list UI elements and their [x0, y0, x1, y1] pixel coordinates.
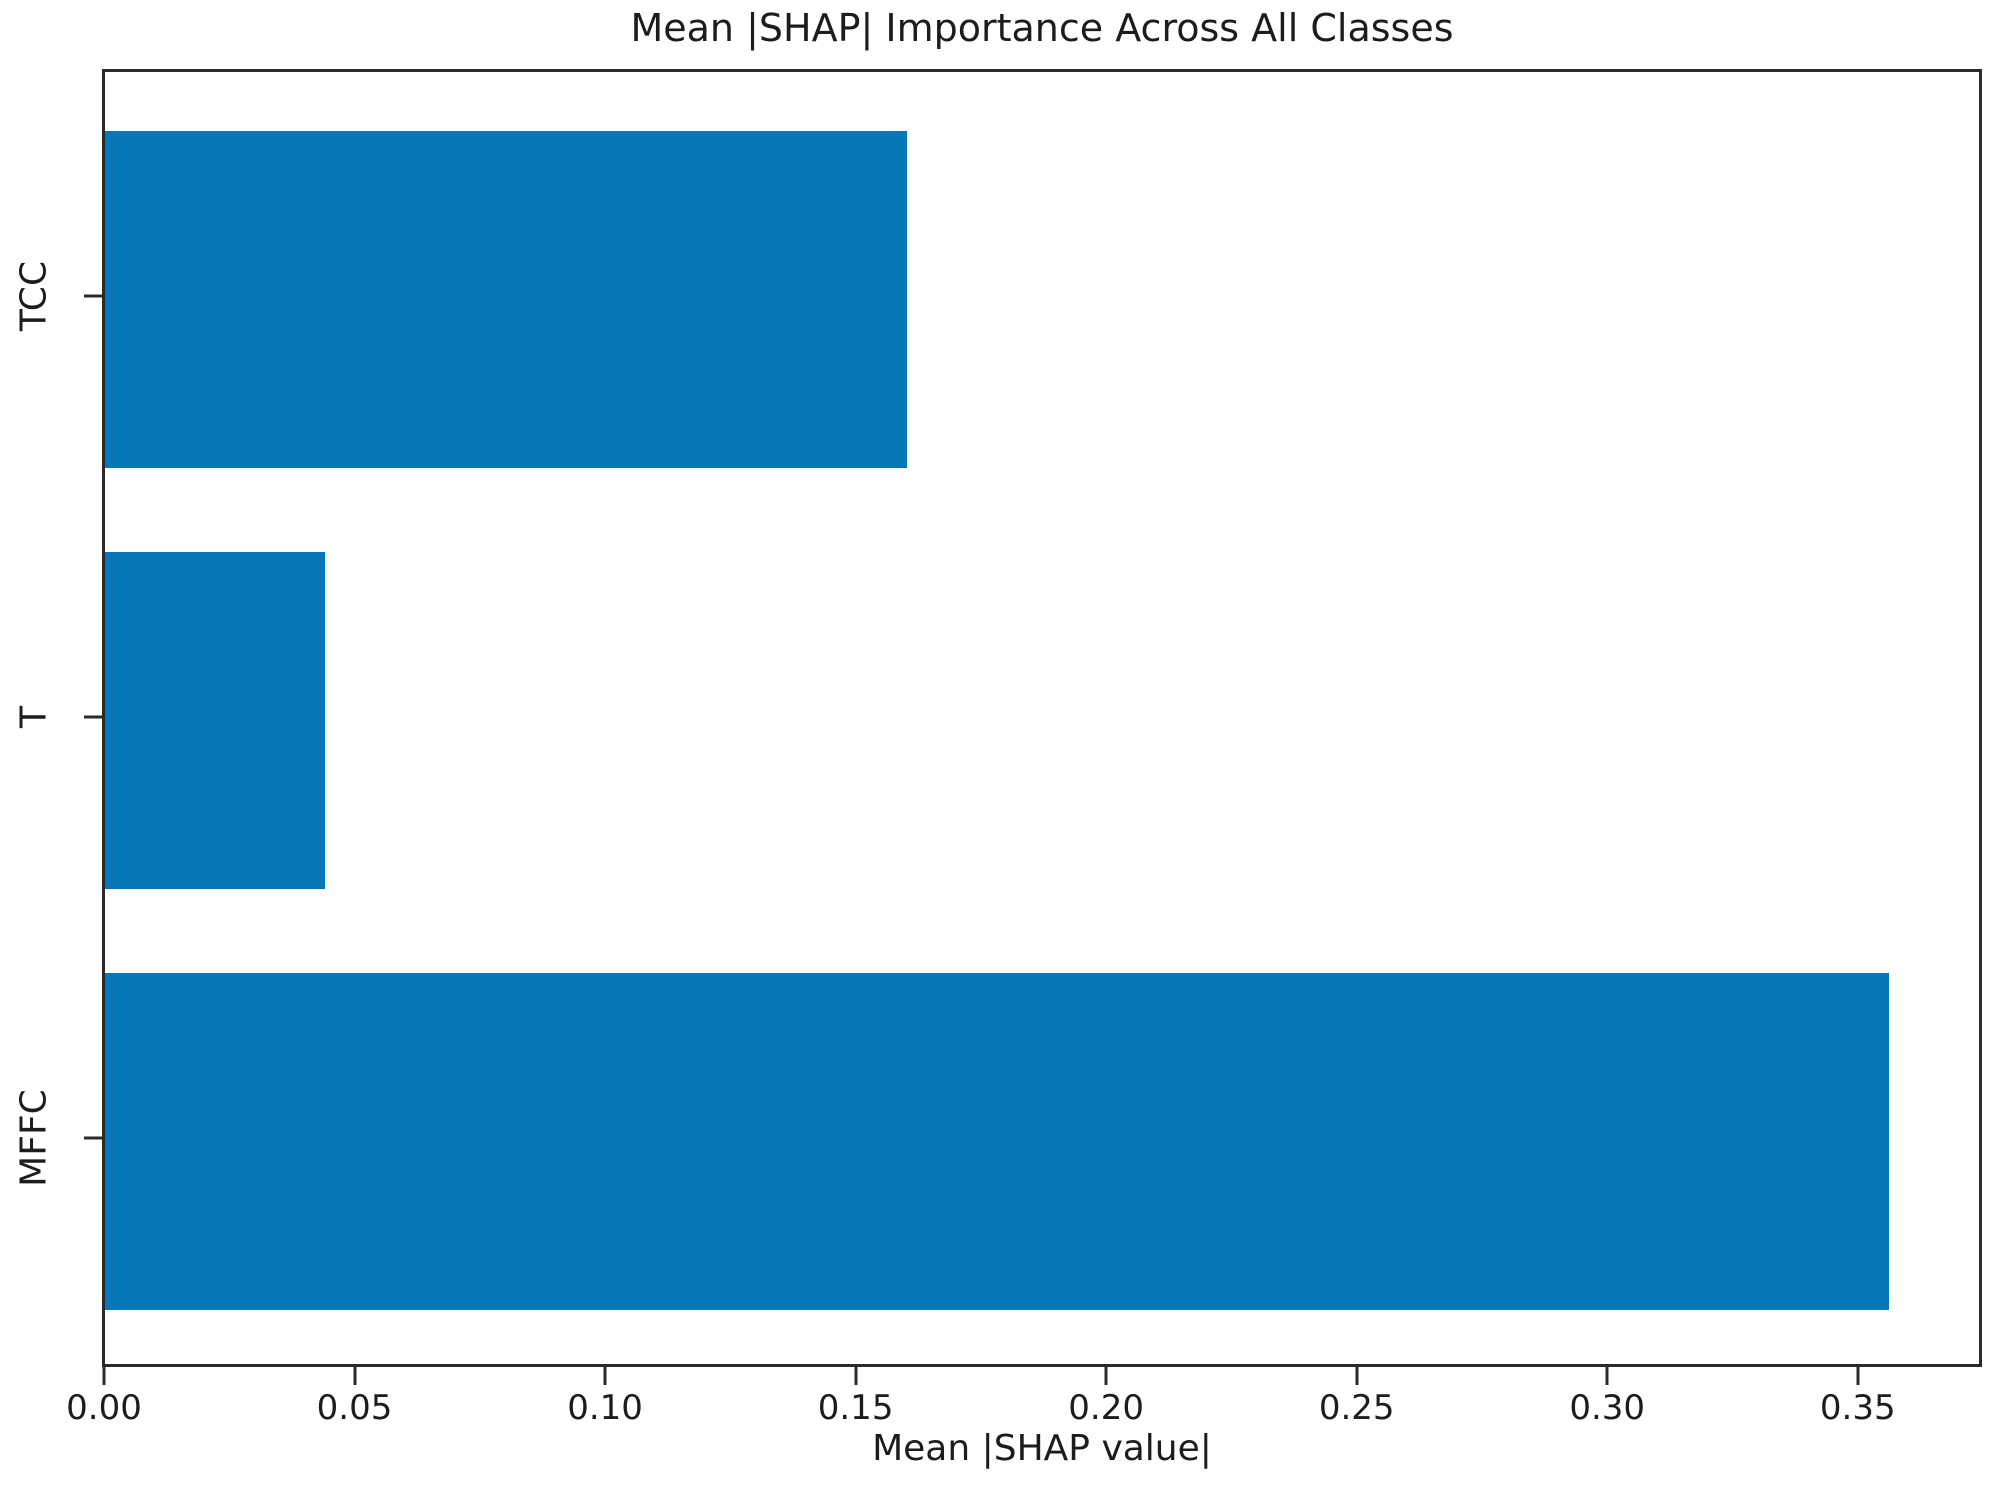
bar-t	[105, 551, 325, 889]
x-tick-mark	[1856, 1367, 1860, 1385]
x-tick-label: 0.30	[1569, 1388, 1646, 1428]
chart-title: Mean |SHAP| Importance Across All Classe…	[630, 6, 1454, 50]
x-tick-label: 0.20	[1068, 1388, 1144, 1428]
x-tick-label: 0.10	[567, 1388, 643, 1428]
x-tick-mark	[603, 1367, 607, 1385]
x-tick-label: 0.00	[66, 1388, 142, 1428]
x-tick-mark	[1104, 1367, 1108, 1385]
plot-area	[102, 69, 1982, 1367]
x-tick-label: 0.25	[1318, 1388, 1395, 1428]
x-tick-label: 0.15	[817, 1388, 894, 1428]
y-tick-mark	[84, 294, 102, 298]
y-tick-mark	[84, 715, 102, 719]
x-tick-label: 0.35	[1819, 1388, 1896, 1428]
x-tick-mark	[102, 1367, 106, 1385]
x-tick-mark	[1355, 1367, 1359, 1385]
x-tick-mark	[854, 1367, 858, 1385]
x-tick-mark	[353, 1367, 357, 1385]
bar-tcc	[105, 130, 907, 468]
y-tick-mark	[84, 1136, 102, 1140]
y-tick-label-tcc: TCC	[13, 260, 55, 332]
bar-mffc	[105, 972, 1889, 1310]
x-tick-mark	[1605, 1367, 1609, 1385]
bars-container	[105, 72, 1979, 1364]
y-tick-label-mffc: MFFC	[13, 1089, 55, 1187]
y-tick-label-t: T	[13, 706, 55, 728]
x-axis-label: Mean |SHAP value|	[872, 1428, 1212, 1469]
x-tick-label: 0.05	[316, 1388, 393, 1428]
